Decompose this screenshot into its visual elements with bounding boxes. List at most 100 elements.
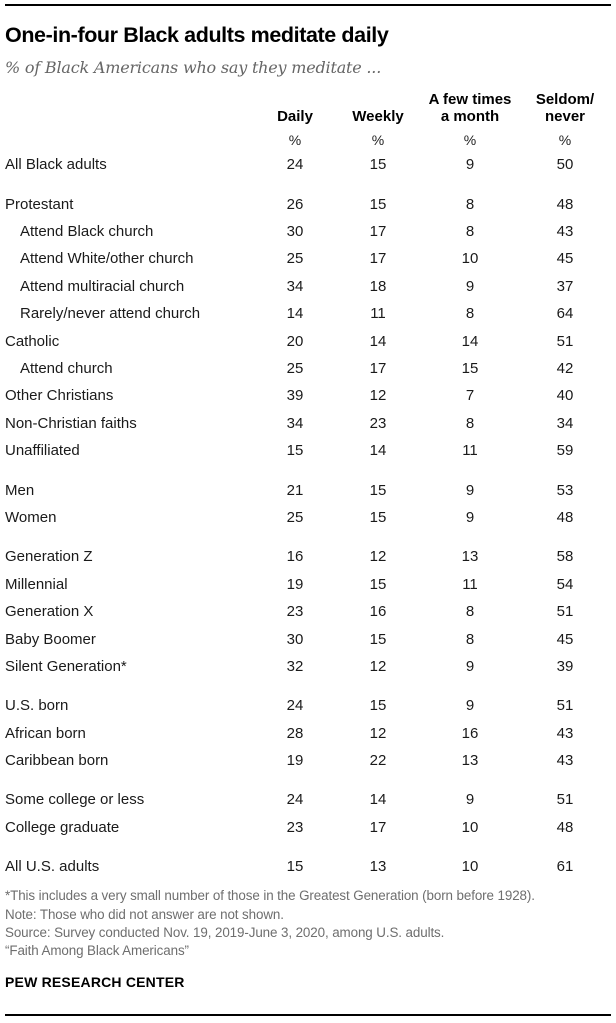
table-group: U.S. born 24 15 9 51 African born 28 12 16 43 Cari… [5,692,611,774]
bottom-rule [5,1014,611,1016]
row-label: Attend White/other church [20,250,194,268]
row-value: 37 [556,277,574,295]
row-label: Attend Black church [20,223,154,241]
table-row: Unaffiliated 15 14 11 59 [5,437,611,464]
row-label: Generation Z [5,548,93,566]
row-value: 58 [556,548,574,566]
row-value: 9 [465,508,475,526]
row-value: 15 [369,156,387,174]
row-value: 14 [461,332,479,350]
row-value: 24 [286,156,304,174]
row-value: 15 [369,575,387,593]
row-value: 11 [462,442,478,460]
page-subtitle: % of Black Americans who say they medita… [5,58,382,78]
row-value: 34 [286,277,304,295]
footnote-asterisk: *This includes a very small number of th… [5,888,535,904]
footnotes: *This includes a very small number of th… [5,887,611,960]
table-row: Catholic 20 14 14 51 [5,327,611,354]
row-value: 23 [286,603,304,621]
top-rule [5,4,611,6]
row-label: All U.S. adults [5,858,100,876]
row-label: Non-Christian faiths [5,414,137,432]
row-value: 53 [556,481,574,499]
page-title: One-in-four Black adults meditate daily [5,23,389,47]
table-group: All Black adults 24 15 9 50 [5,151,611,178]
row-label: College graduate [5,818,120,836]
row-value: 48 [556,508,574,526]
table-row: All U.S. adults 15 13 10 61 [5,853,611,880]
row-label: Catholic [5,332,60,350]
row-value: 9 [465,481,475,499]
row-value: 19 [286,575,304,593]
row-label: Rarely/never attend church [20,305,201,323]
row-value: 24 [286,791,304,809]
row-value: 43 [556,752,574,770]
row-value: 15 [369,697,387,715]
column-header-few-times: A few times a month [428,91,512,126]
row-value: 20 [286,332,304,350]
row-value: 39 [556,657,574,675]
row-value: 10 [461,250,479,268]
row-value: 16 [286,548,304,566]
table-row: Non-Christian faiths 34 23 8 34 [5,410,611,437]
row-label: Protestant [5,195,74,213]
table-row: All Black adults 24 15 9 50 [5,151,611,178]
row-value: 25 [286,508,304,526]
row-value: 34 [286,414,304,432]
row-value: 10 [461,858,479,876]
row-value: 22 [369,752,387,770]
row-label: All Black adults [5,156,107,174]
row-value: 17 [369,360,387,377]
row-value: 39 [286,387,304,405]
row-value: 12 [369,657,387,675]
row-value: 16 [461,724,479,742]
table-row: Caribbean born 19 22 13 43 [5,747,611,774]
row-value: 9 [465,277,475,295]
row-value: 13 [461,548,479,566]
table-body: All Black adults 24 15 9 50 Protestant 26 15 8 48… [5,151,611,880]
row-value: 64 [556,305,574,323]
row-value: 7 [465,387,475,405]
row-value: 23 [286,818,304,836]
table-group: Protestant 26 15 8 48 Attend Black church 30 17… [5,190,611,464]
row-value: 25 [286,250,304,268]
row-value: 16 [369,603,387,621]
table-row: Women 25 15 9 48 [5,504,611,531]
row-label: Caribbean born [5,752,109,770]
table-row: Attend church 25 17 15 42 [5,355,611,382]
row-value: 17 [369,250,387,268]
row-value: 11 [370,305,386,323]
column-header-weekly: Weekly [352,108,404,126]
table-row: Generation Z 16 12 13 58 [5,543,611,570]
row-value: 11 [462,575,478,593]
table-row: Rarely/never attend church 14 11 8 64 [5,300,611,327]
row-value: 13 [461,752,479,770]
table-row: Attend White/other church 25 17 10 45 [5,245,611,272]
unit-label: % [371,132,385,149]
row-value: 9 [465,657,475,675]
table-row: Silent Generation* 32 12 9 39 [5,653,611,680]
row-label: Attend multiracial church [20,277,185,295]
unit-label: % [558,132,572,149]
row-value: 40 [556,387,574,405]
row-value: 48 [556,818,574,836]
row-value: 14 [286,305,304,323]
row-label: Men [5,481,35,499]
row-value: 14 [369,442,387,460]
row-value: 15 [369,195,387,213]
table-row: Protestant 26 15 8 48 [5,190,611,217]
pew-research-center-brand: PEW RESEARCH CENTER [5,973,185,990]
row-value: 15 [286,858,304,876]
row-label: African born [5,724,86,742]
row-value: 15 [369,630,387,648]
row-label: Other Christians [5,387,114,405]
row-label: Silent Generation* [5,657,127,675]
row-value: 14 [369,791,387,809]
row-value: 25 [286,360,304,377]
row-value: 18 [369,277,387,295]
row-value: 26 [286,195,304,213]
data-table: Daily Weekly A few times a month Seldom/… [5,91,611,880]
row-value: 8 [465,305,475,323]
column-header-daily: Daily [277,108,313,126]
